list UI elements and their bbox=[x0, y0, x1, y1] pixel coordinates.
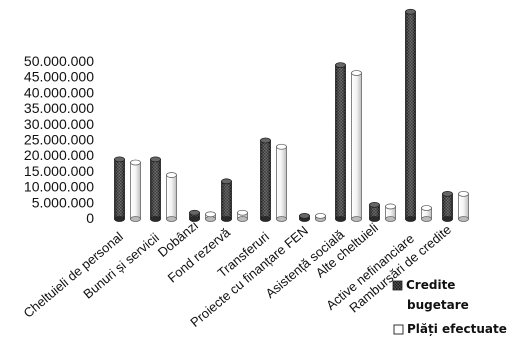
y-tick-label: 5.000.000 bbox=[32, 194, 94, 210]
bar-credite-8 bbox=[405, 8, 416, 222]
y-tick-label: 45.000.000 bbox=[24, 69, 94, 85]
bar-plati-3 bbox=[237, 209, 248, 222]
y-tick-label: 40.000.000 bbox=[24, 84, 94, 100]
bar-plati-7 bbox=[385, 203, 396, 222]
bar-plati-9 bbox=[458, 190, 469, 222]
bar-plati-0 bbox=[130, 159, 141, 222]
bar-credite-6 bbox=[335, 62, 346, 222]
y-tick-label: 15.000.000 bbox=[24, 163, 94, 179]
bar-credite-4 bbox=[260, 137, 271, 222]
y-tick-label: 20.000.000 bbox=[24, 147, 94, 163]
y-tick-label: 0 bbox=[86, 210, 94, 226]
bar-plati-8 bbox=[421, 205, 432, 222]
bar-credite-2 bbox=[189, 209, 200, 222]
legend-label-credite: Credite bugetare bbox=[406, 278, 469, 312]
bar-credite-9 bbox=[442, 190, 453, 222]
legend-label-plati: Plăți efectuate bbox=[407, 322, 507, 336]
y-tick-label: 25.000.000 bbox=[24, 132, 94, 148]
y-axis: 05.000.00010.000.00015.000.00020.000.000… bbox=[24, 53, 94, 226]
y-tick-label: 50.000.000 bbox=[24, 53, 94, 69]
legend: Credite bugetare Plăți efectuate bbox=[392, 278, 507, 336]
bar-plati-1 bbox=[166, 172, 177, 222]
y-tick-label: 35.000.000 bbox=[24, 100, 94, 116]
y-tick-label: 10.000.000 bbox=[24, 179, 94, 195]
bar-credite-7 bbox=[369, 201, 380, 222]
legend-swatch-plati bbox=[393, 324, 404, 335]
bar-credite-5 bbox=[299, 212, 310, 222]
bar-plati-5 bbox=[315, 212, 326, 222]
bar-plati-4 bbox=[276, 143, 287, 222]
bar-credite-1 bbox=[150, 156, 161, 222]
bar-credite-0 bbox=[114, 156, 125, 222]
bars bbox=[114, 8, 469, 222]
legend-swatch-credite bbox=[392, 280, 403, 291]
bar-plati-6 bbox=[351, 70, 362, 222]
y-tick-label: 30.000.000 bbox=[24, 116, 94, 132]
bar-credite-3 bbox=[221, 178, 232, 222]
bar-plati-2 bbox=[205, 211, 216, 222]
